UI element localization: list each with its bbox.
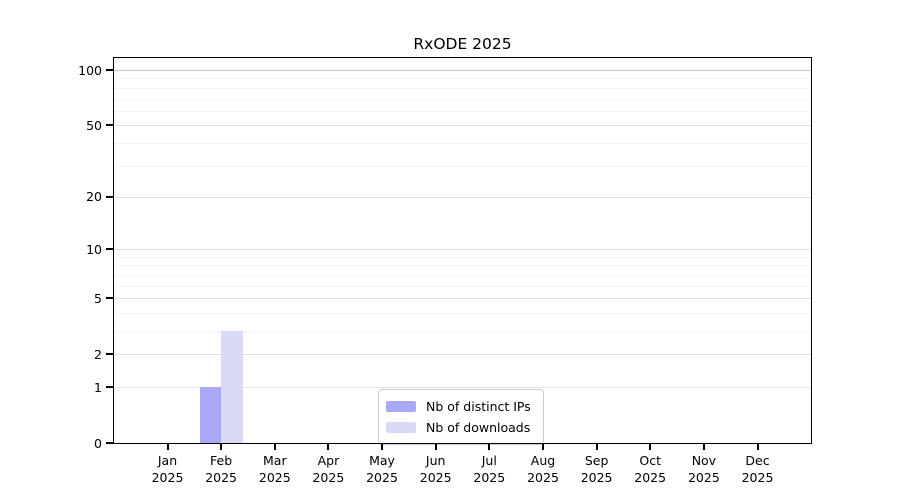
legend-label-distinct-ips: Nb of distinct IPs xyxy=(426,399,531,414)
gridline-minor-3 xyxy=(114,331,811,332)
x-tick-label-feb: Feb 2025 xyxy=(205,453,237,485)
x-tick-oct xyxy=(649,444,652,450)
x-tick-label-dec: Dec 2025 xyxy=(741,453,774,485)
gridline-minor-90 xyxy=(114,78,811,80)
y-tick-10 xyxy=(106,248,113,251)
gridline-minor-8 xyxy=(114,265,811,267)
gridline-minor-9 xyxy=(114,256,811,258)
y-tick-2 xyxy=(106,353,113,356)
x-tick-label-oct: Oct 2025 xyxy=(634,453,667,485)
x-tick-label-nov: Nov 2025 xyxy=(687,453,720,485)
y-tick-label-100: 100 xyxy=(78,62,102,78)
y-tick-label-20: 20 xyxy=(86,189,102,205)
y-tick-label-0: 0 xyxy=(94,435,102,451)
legend-item-distinct-ips: Nb of distinct IPs xyxy=(386,396,535,417)
axes-frame xyxy=(113,57,812,444)
y-tick-0 xyxy=(106,442,113,444)
x-tick-label-jun: Jun 2025 xyxy=(419,453,452,485)
gridline-100 xyxy=(114,70,811,71)
x-tick-nov xyxy=(702,444,705,450)
x-tick-mar xyxy=(273,444,276,450)
gridline-minor-40 xyxy=(114,142,811,144)
gridline-minor-60 xyxy=(114,110,811,112)
legend: Nb of distinct IPs Nb of downloads xyxy=(378,389,544,445)
legend-swatch-downloads xyxy=(386,422,416,433)
y-tick-label-5: 5 xyxy=(94,290,102,306)
legend-item-downloads: Nb of downloads xyxy=(386,417,535,438)
x-tick-jun xyxy=(434,444,437,450)
x-tick-label-jul: Jul 2025 xyxy=(473,453,506,485)
y-tick-100 xyxy=(106,69,113,71)
x-tick-dec xyxy=(756,444,759,450)
gridline-minor-70 xyxy=(114,98,811,100)
x-tick-may xyxy=(381,444,383,450)
gridline-minor-80 xyxy=(114,87,811,89)
y-tick-5 xyxy=(106,297,113,300)
y-tick-50 xyxy=(106,124,113,127)
gridline-50 xyxy=(114,125,811,127)
x-tick-label-aug: Aug 2025 xyxy=(527,453,559,485)
x-tick-label-may: May 2025 xyxy=(366,453,398,485)
plot-area: Nb of distinct IPs Nb of downloads xyxy=(113,57,812,445)
x-tick-label-jan: Jan 2025 xyxy=(151,453,184,485)
gridline-minor-30 xyxy=(114,165,811,167)
bar-nb-of-distinct-ips-feb xyxy=(199,387,222,443)
gridline-minor-6 xyxy=(114,285,811,287)
y-tick-1 xyxy=(106,386,113,388)
gridline-minor-7 xyxy=(114,274,811,276)
y-tick-label-10: 10 xyxy=(86,241,102,257)
legend-swatch-distinct-ips xyxy=(386,401,416,412)
x-tick-feb xyxy=(220,444,223,450)
chart-title: RxODE 2025 xyxy=(413,35,512,53)
y-tick-label-1: 1 xyxy=(94,379,102,395)
gridline-minor-4 xyxy=(114,312,811,314)
x-tick-label-apr: Apr 2025 xyxy=(312,453,345,485)
x-tick-jan xyxy=(166,444,169,450)
y-tick-20 xyxy=(106,195,113,198)
legend-label-downloads: Nb of downloads xyxy=(426,420,531,435)
x-tick-apr xyxy=(327,444,330,450)
y-tick-label-50: 50 xyxy=(86,117,102,133)
gridline-20 xyxy=(114,196,811,198)
x-tick-label-sep: Sep 2025 xyxy=(580,453,613,485)
gridline-10 xyxy=(114,249,811,251)
x-tick-jul xyxy=(488,444,491,450)
gridline-1 xyxy=(114,387,811,388)
gridline-2 xyxy=(114,354,811,356)
x-tick-label-mar: Mar 2025 xyxy=(258,453,291,485)
x-tick-sep xyxy=(595,444,598,450)
y-tick-label-2: 2 xyxy=(94,346,102,362)
gridline-5 xyxy=(114,298,811,300)
x-tick-aug xyxy=(542,444,544,450)
bar-nb-of-downloads-feb xyxy=(221,331,243,443)
